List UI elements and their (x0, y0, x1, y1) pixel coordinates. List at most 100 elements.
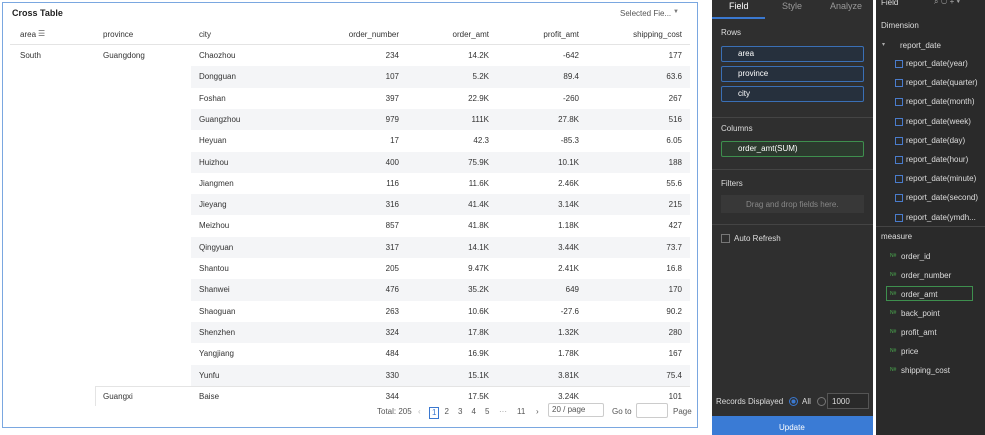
column-chip[interactable] (721, 141, 864, 157)
page-number[interactable]: 1 (429, 407, 440, 419)
tab-underline (712, 17, 765, 19)
dimension-child[interactable]: report_date(year) (906, 59, 968, 68)
dimension-child[interactable]: report_date(week) (906, 116, 971, 126)
date-icon (895, 175, 903, 184)
table-cell: 107 (385, 72, 399, 82)
sort-icon: ☰ (38, 29, 46, 38)
table-cell: 14.1K (468, 242, 489, 252)
tab[interactable]: Style (782, 1, 803, 11)
table-cell: 484 (385, 349, 399, 359)
row-stripe (191, 279, 690, 301)
table-cell: 22.9K (468, 93, 489, 103)
table-cell: 16.8 (666, 264, 682, 273)
goto-label: Go to (612, 407, 632, 416)
table-cell: South (20, 51, 41, 60)
group-vline (95, 385, 96, 406)
page-number[interactable]: 4 (471, 407, 476, 416)
page-number[interactable]: 11 (517, 407, 526, 416)
date-icon (895, 79, 903, 88)
field-selector[interactable]: Selected Fie... (620, 9, 672, 18)
column-header[interactable]: shipping_cost (633, 30, 682, 39)
checkbox[interactable] (721, 234, 730, 243)
records-count: 1000 (832, 397, 850, 406)
date-icon (895, 136, 903, 145)
table-cell: 75.9K (468, 157, 489, 167)
table-cell: Chaozhou (199, 51, 236, 60)
table-cell: 6.05 (666, 136, 682, 146)
measure-icon: N# (890, 367, 897, 373)
table-cell: 857 (385, 221, 399, 231)
toolbar: ⌕ ↻ + ▾ (934, 0, 960, 6)
dimension-child[interactable]: report_date(month) (906, 97, 975, 107)
page-size[interactable]: 20 / page (548, 403, 604, 417)
measure[interactable]: profit_amt (901, 328, 937, 337)
field-panel: Field ⌕ ↻ + ▾ Dimension report_date ▾ report_… (876, 0, 985, 435)
row-stripe (191, 321, 690, 344)
caret: ▼ (673, 9, 679, 15)
section-line (876, 226, 985, 227)
row-chip-label: city (738, 89, 750, 98)
table-cell: 316 (385, 200, 399, 210)
page-number[interactable]: 5 (485, 407, 490, 416)
table-cell: 17 (390, 136, 399, 146)
table-cell: 205 (385, 264, 399, 273)
update-button[interactable] (712, 416, 873, 435)
dimension[interactable]: report_date (900, 41, 941, 50)
date-icon (895, 194, 903, 203)
measure[interactable]: order_number (901, 271, 952, 280)
column-header[interactable]: city (199, 30, 211, 39)
dimension-child[interactable]: report_date(quarter) (906, 78, 978, 88)
row-chip[interactable] (721, 46, 864, 62)
table-cell: 427 (668, 221, 682, 231)
records-input[interactable] (827, 393, 869, 409)
column-header[interactable]: order_number (348, 30, 399, 39)
dimension-child[interactable]: report_date(minute) (906, 174, 977, 184)
column-header[interactable]: profit_amt (543, 30, 579, 39)
tab[interactable]: Analyze (830, 1, 863, 11)
column-header[interactable]: order_amt (452, 30, 489, 39)
table-cell: 41.4K (468, 200, 489, 210)
row-chip-label: area (738, 49, 755, 58)
measure[interactable]: shipping_cost (901, 366, 950, 375)
table-cell: 89.4 (563, 72, 579, 82)
table-cell: 10.6K (468, 306, 489, 316)
table-frame (2, 2, 698, 428)
table-cell: 15.1K (468, 370, 489, 380)
table-cell: Huizhou (199, 157, 229, 167)
measure[interactable]: order_id (901, 252, 931, 261)
table-cell: Yangjiang (199, 349, 234, 359)
column-header[interactable]: area (20, 30, 37, 39)
selected-box (886, 286, 973, 301)
table-cell: 3.81K (558, 370, 579, 380)
page-number[interactable]: 2 (444, 407, 449, 416)
table-cell: Guangzhou (199, 114, 241, 124)
column-header[interactable]: province (103, 30, 134, 39)
table-cell: 476 (385, 285, 399, 295)
table-cell: 400 (385, 157, 399, 167)
table-cell: 5.2K (472, 72, 489, 82)
row-chip[interactable] (721, 86, 864, 102)
row-chip[interactable] (721, 66, 864, 82)
filter-placeholder: Drag and drop fields here. (746, 200, 839, 209)
radio-on[interactable] (789, 397, 798, 406)
filter-drop (721, 195, 864, 213)
measure[interactable]: back_point (901, 309, 940, 318)
date-icon (895, 156, 903, 164)
measure-icon: N# (890, 329, 897, 335)
radio-off[interactable] (817, 397, 826, 406)
dimension-child[interactable]: report_date(hour) (906, 155, 969, 164)
measure-label: measure (881, 232, 913, 241)
dimension-child[interactable]: report_date(ymdh... (906, 212, 976, 222)
tab[interactable]: Field (729, 1, 749, 11)
table-cell: 3.24K (558, 391, 579, 401)
table-cell: 330 (385, 370, 399, 380)
page-number[interactable]: 3 (458, 407, 463, 416)
measure[interactable]: order_amt (901, 290, 938, 299)
measure[interactable]: price (901, 347, 919, 356)
dimension-child[interactable]: report_date(second) (906, 193, 979, 203)
goto-input[interactable] (636, 403, 668, 418)
config-panel: Field Style Analyze Rows area province city Col… (712, 0, 873, 435)
dimension-child[interactable]: report_date(day) (906, 135, 966, 145)
table-cell: 324 (385, 327, 399, 337)
table-cell: 116 (386, 178, 399, 188)
